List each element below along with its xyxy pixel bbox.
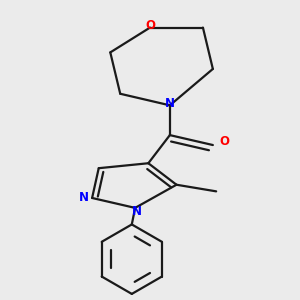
Text: N: N [132, 205, 142, 218]
Text: O: O [145, 20, 155, 32]
Text: O: O [219, 135, 230, 148]
Text: N: N [165, 97, 175, 110]
Text: N: N [79, 191, 89, 204]
